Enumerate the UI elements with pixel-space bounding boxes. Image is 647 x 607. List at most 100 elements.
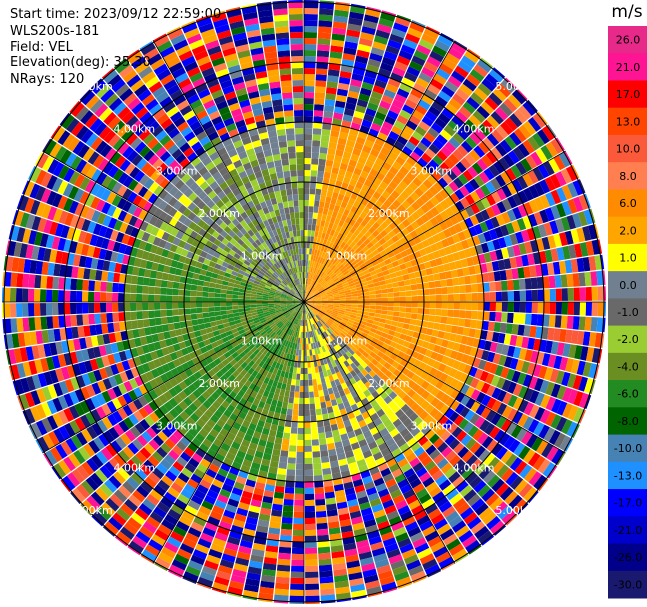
velocity-gate: [386, 287, 394, 293]
velocity-gate: [295, 463, 304, 470]
velocity-gate: [483, 292, 490, 302]
velocity-gate: [318, 158, 326, 166]
velocity-gate: [499, 270, 507, 281]
velocity-gate: [319, 2, 335, 10]
velocity-gate: [471, 310, 478, 320]
velocity-gate: [330, 264, 336, 271]
velocity-gate: [441, 107, 455, 120]
velocity-gate: [445, 102, 459, 115]
velocity-gate: [423, 61, 439, 73]
velocity-gate: [335, 94, 347, 103]
velocity-gate: [221, 314, 228, 320]
velocity-gate: [353, 221, 361, 229]
velocity-gate: [560, 274, 568, 288]
velocity-gate: [453, 223, 463, 234]
velocity-gate: [281, 401, 289, 409]
velocity-gate: [276, 400, 283, 408]
velocity-gate: [429, 196, 440, 207]
velocity-gate: [313, 236, 318, 244]
velocity-gate: [304, 116, 313, 123]
velocity-gate: [428, 143, 440, 155]
velocity-gate: [379, 229, 388, 238]
velocity-gate: [578, 179, 586, 194]
velocity-gate: [432, 154, 444, 166]
velocity-gate: [321, 213, 327, 221]
velocity-gate: [226, 309, 233, 315]
velocity-gate: [172, 281, 180, 289]
velocity-gate: [214, 292, 221, 298]
velocity-gate: [298, 349, 302, 356]
velocity-gate: [470, 190, 481, 203]
velocity-gate: [172, 315, 180, 323]
velocity-gate: [339, 70, 352, 79]
velocity-gate: [506, 280, 514, 291]
velocity-gate: [309, 302, 316, 304]
velocity-gate: [350, 78, 363, 88]
velocity-gate: [319, 288, 325, 293]
velocity-gate: [327, 303, 334, 306]
velocity-gate: [351, 293, 358, 297]
velocity-gate: [394, 185, 404, 195]
velocity-gate: [417, 307, 424, 315]
velocity-gate: [310, 170, 318, 177]
velocity-gate: [345, 264, 353, 271]
velocity-gate: [312, 289, 318, 294]
velocity-gate: [209, 282, 216, 288]
velocity-gate: [343, 284, 350, 289]
velocity-gate: [337, 193, 345, 202]
velocity-gate: [522, 101, 537, 117]
velocity-gate: [556, 342, 565, 356]
velocity-gate: [411, 55, 426, 67]
velocity-gate: [332, 118, 342, 126]
velocity-gate: [460, 157, 472, 170]
velocity-gate: [392, 286, 400, 293]
velocity-gate: [333, 155, 343, 163]
velocity-gate: [293, 523, 304, 530]
velocity-gate: [408, 324, 416, 332]
velocity-gate: [346, 231, 354, 239]
velocity-gate: [220, 302, 227, 307]
velocity-gate: [316, 516, 328, 524]
velocity-gate: [512, 193, 523, 206]
velocity-gate: [338, 309, 346, 313]
velocity-gate: [593, 223, 600, 239]
velocity-gate: [494, 226, 504, 239]
velocity-gate: [342, 270, 350, 276]
velocity-gate: [306, 278, 309, 285]
velocity-gate: [344, 310, 351, 315]
velocity-gate: [304, 128, 313, 135]
velocity-gate: [307, 292, 312, 298]
velocity-gate: [281, 444, 289, 452]
velocity-gate: [597, 302, 604, 317]
velocity-gate: [353, 200, 361, 209]
velocity-gate: [579, 242, 589, 257]
velocity-gate: [363, 14, 379, 24]
velocity-gate: [596, 270, 604, 286]
velocity-gate: [439, 323, 447, 332]
velocity-gate: [40, 316, 48, 330]
velocity-gate: [510, 164, 522, 179]
velocity-gate: [293, 361, 298, 368]
velocity-gate: [361, 119, 373, 129]
velocity-gate: [396, 114, 409, 125]
velocity-gate: [466, 73, 481, 87]
velocity-gate: [361, 26, 376, 36]
velocity-gate: [378, 261, 387, 268]
velocity-gate: [321, 272, 327, 279]
velocity-gate: [192, 324, 200, 332]
velocity-gate: [304, 140, 312, 147]
velocity-gate: [369, 294, 376, 299]
velocity-gate: [256, 297, 263, 300]
velocity-gate: [418, 38, 434, 51]
velocity-gate: [311, 367, 316, 374]
velocity-gate: [325, 87, 337, 95]
velocity-gate: [504, 135, 517, 150]
velocity-gate: [327, 300, 334, 302]
velocity-gate: [295, 379, 300, 386]
velocity-gate: [314, 293, 321, 298]
velocity-gate: [305, 577, 319, 584]
velocity-gate: [291, 379, 296, 386]
velocity-gate: [436, 150, 448, 162]
velocity-gate: [531, 302, 538, 314]
velocity-gate: [191, 278, 199, 286]
